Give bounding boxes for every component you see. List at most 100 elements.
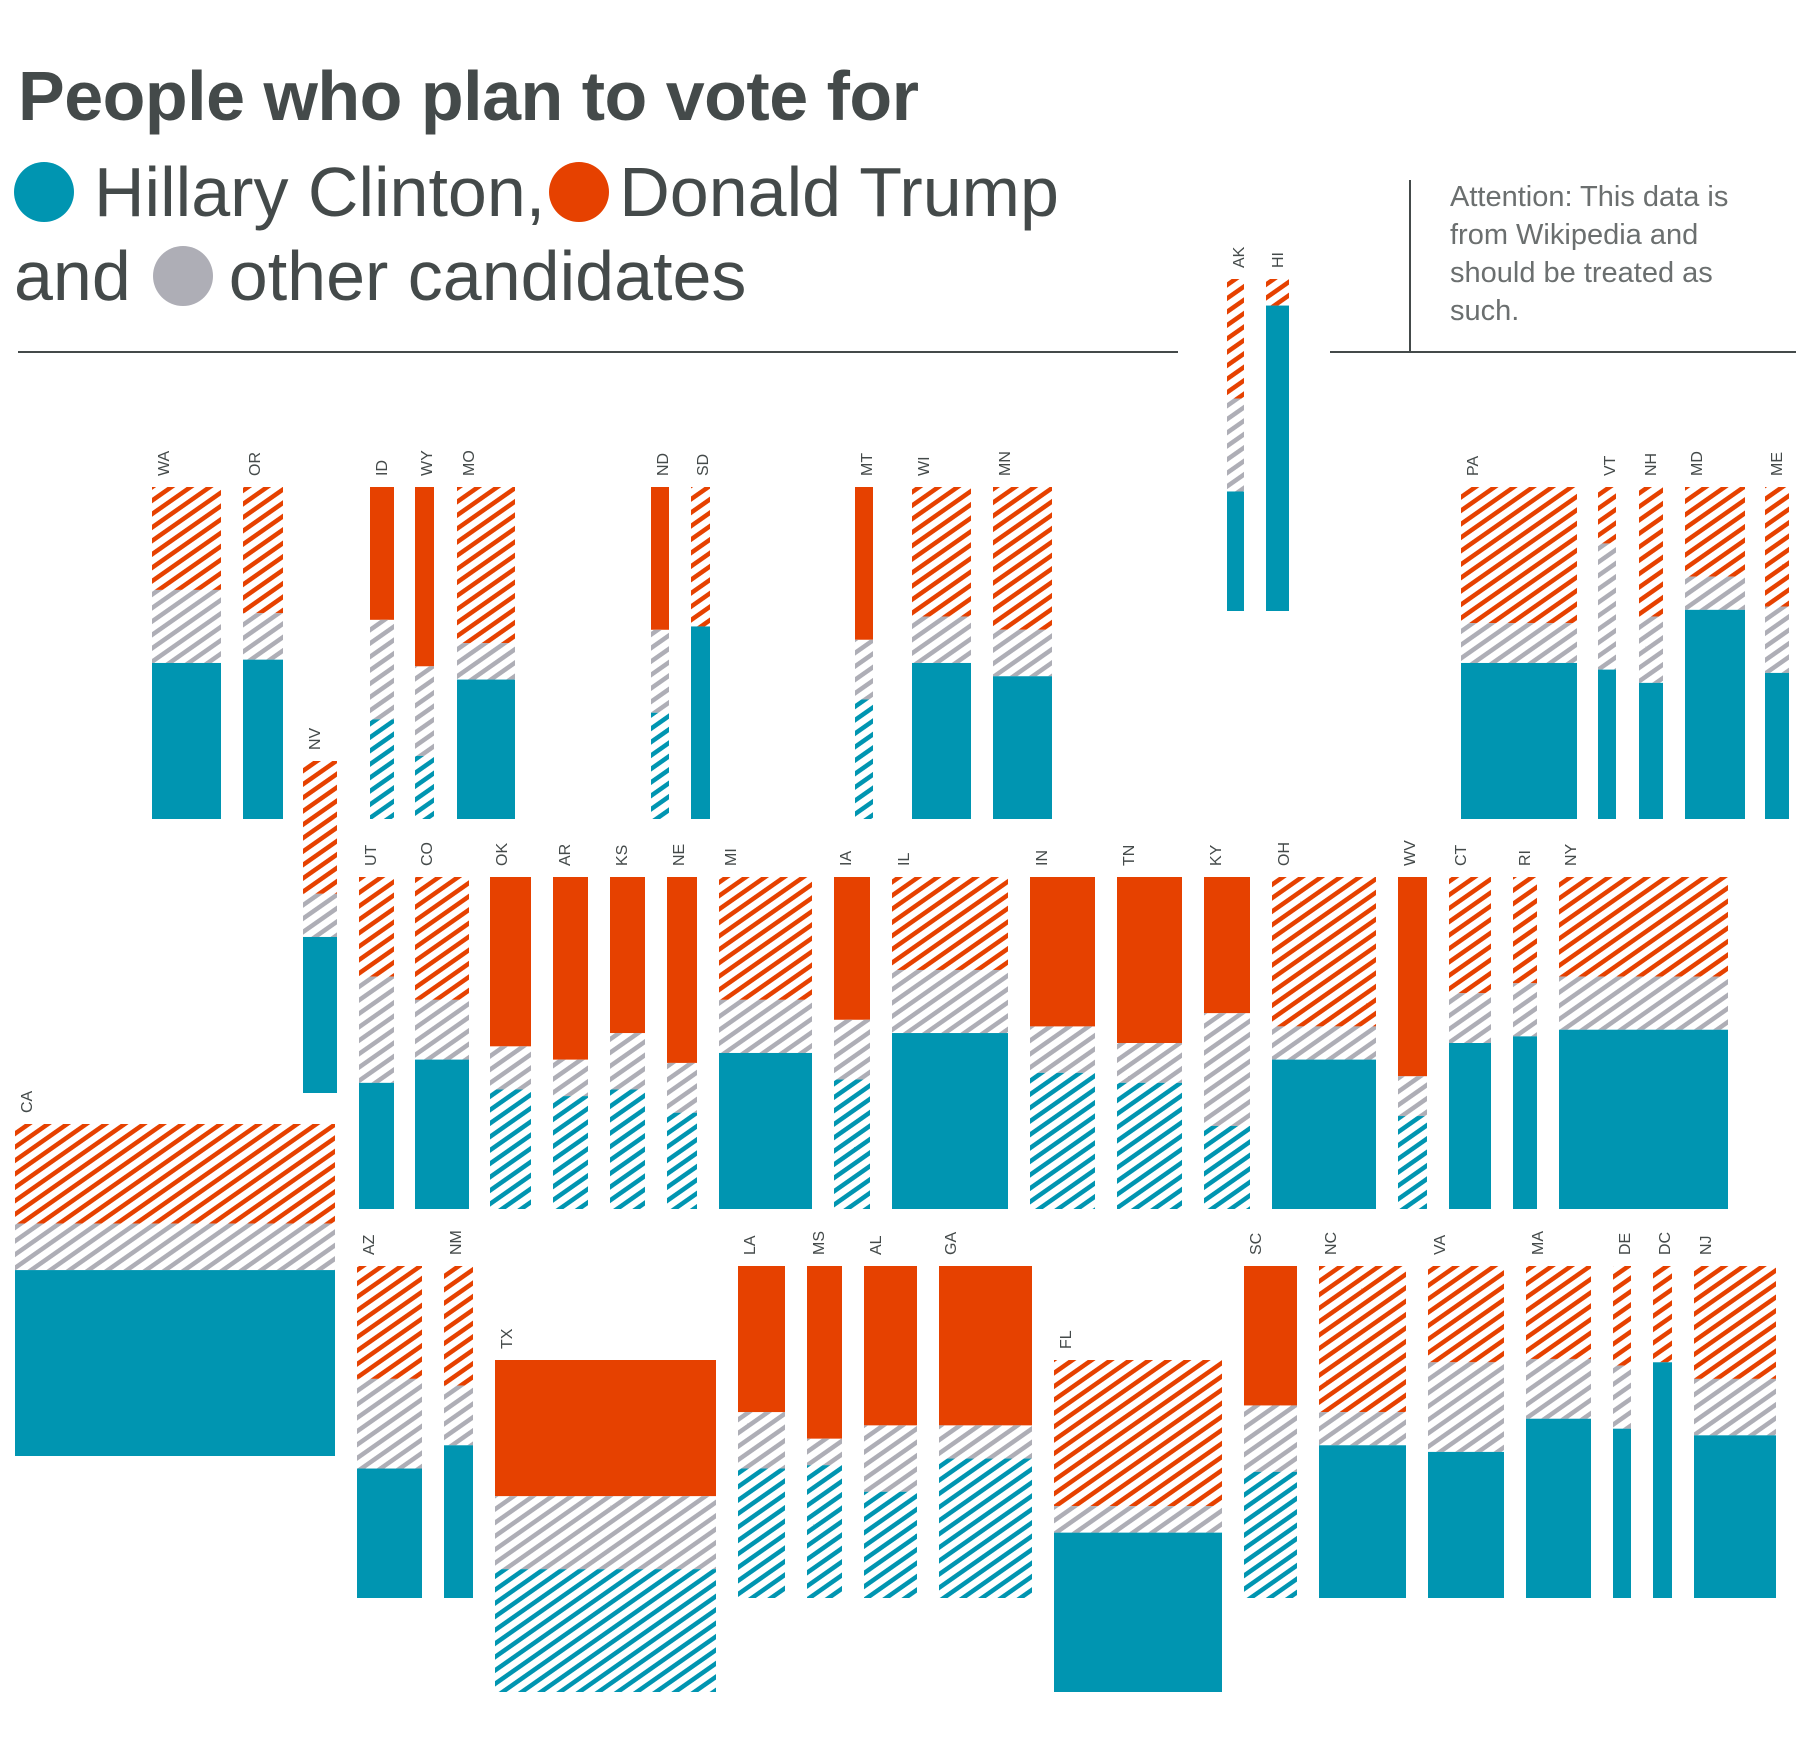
trump-segment (864, 1266, 917, 1426)
state-label: VA (1432, 1235, 1449, 1255)
state-label: OK (494, 843, 511, 866)
other-segment (1117, 1043, 1182, 1083)
clinton-segment (892, 1033, 1008, 1209)
state-bar-nd: ND (651, 453, 672, 819)
state-bar-az: AZ (357, 1234, 422, 1598)
state-label: NH (1643, 453, 1660, 476)
trump-segment (1117, 877, 1182, 1043)
state-bar-co: CO (415, 842, 469, 1209)
other-segment (1694, 1378, 1776, 1436)
other-segment (1244, 1405, 1297, 1472)
trump-segment (1054, 1360, 1222, 1507)
other-segment (939, 1425, 1032, 1459)
clinton-segment (912, 662, 971, 819)
header-rule-right (1330, 351, 1796, 353)
clinton-segment (834, 1079, 870, 1209)
trump-segment (370, 487, 394, 620)
clinton-segment (1513, 1036, 1537, 1209)
clinton-segment (855, 699, 873, 819)
other-segment (864, 1425, 917, 1492)
state-label: KY (1208, 844, 1225, 866)
state-bar-or: OR (243, 452, 283, 819)
other-segment (495, 1496, 716, 1570)
state-label: NV (307, 727, 324, 750)
state-label: CO (419, 842, 436, 866)
state-bar-ks: KS (610, 845, 645, 1209)
trump-segment (1598, 487, 1616, 544)
clinton-segment (1227, 491, 1244, 611)
trump-segment (1559, 877, 1728, 977)
clinton-segment (667, 1112, 697, 1209)
state-label: ME (1769, 452, 1786, 476)
state-bar-nc: NC (1319, 1232, 1406, 1598)
other-segment (807, 1438, 842, 1466)
trump-segment (912, 487, 971, 617)
state-label: HI (1270, 252, 1287, 268)
state-bar-nm: NM (444, 1230, 473, 1598)
state-label: NJ (1698, 1235, 1715, 1255)
clinton-segment (1613, 1428, 1631, 1598)
trump-segment (415, 487, 434, 667)
clinton-segment (1694, 1435, 1776, 1598)
other-segment (15, 1223, 335, 1271)
state-bar-ak: AK (1227, 246, 1248, 611)
state-bar-vt: VT (1598, 455, 1619, 819)
legend-dot-clinton (14, 162, 74, 222)
trump-segment (1227, 279, 1244, 399)
state-label: MD (1689, 451, 1706, 476)
trump-segment (495, 1360, 716, 1497)
legend-line-1: Hillary Clinton, Donald Trump (14, 150, 1059, 234)
state-label: TN (1121, 845, 1138, 866)
state-bar-nv: NV (303, 727, 337, 1093)
trump-segment (1449, 877, 1491, 994)
other-segment (357, 1378, 422, 1469)
state-bar-ms: MS (807, 1231, 842, 1598)
trump-segment (834, 877, 870, 1020)
other-segment (1685, 576, 1745, 610)
state-label: LA (742, 1235, 759, 1255)
other-segment (610, 1033, 645, 1090)
state-label: OR (247, 452, 264, 476)
trump-segment (243, 487, 283, 614)
other-segment (892, 969, 1008, 1034)
clinton-segment (415, 1059, 469, 1209)
state-label: AZ (361, 1234, 378, 1255)
clinton-segment (1398, 1116, 1427, 1209)
other-segment (1030, 1026, 1095, 1073)
state-bar-ar: AR (553, 844, 588, 1209)
state-label: WV (1402, 840, 1419, 866)
trump-segment (1244, 1266, 1297, 1406)
other-segment (359, 976, 394, 1083)
trump-segment (1694, 1266, 1776, 1379)
state-bar-va: VA (1428, 1235, 1504, 1598)
state-label: AR (557, 844, 574, 866)
legend-label-clinton: Hillary Clinton, (94, 153, 546, 231)
state-label: NY (1563, 843, 1580, 866)
state-bar-tn: TN (1117, 845, 1182, 1209)
state-label: VT (1602, 455, 1619, 476)
state-bar-ky: KY (1204, 844, 1250, 1209)
clinton-segment (152, 662, 221, 819)
clinton-segment (1319, 1445, 1406, 1598)
other-segment (415, 999, 469, 1060)
state-label: MS (811, 1231, 828, 1255)
state-bar-oh: OH (1272, 842, 1376, 1209)
other-segment (1598, 543, 1616, 670)
state-label: NM (448, 1230, 465, 1255)
clinton-segment (495, 1569, 716, 1692)
trump-segment (993, 487, 1052, 630)
state-bar-mo: MO (457, 450, 515, 819)
state-bar-ia: IA (834, 851, 870, 1209)
state-bar-mt: MT (855, 453, 876, 819)
state-bar-id: ID (370, 460, 394, 819)
trump-segment (152, 487, 221, 590)
header-rule-left (18, 351, 1178, 353)
trump-segment (1272, 877, 1376, 1027)
other-segment (1204, 1013, 1250, 1126)
clinton-segment (1765, 672, 1789, 819)
legend-line-2: and other candidates (14, 234, 746, 318)
other-segment (370, 619, 394, 720)
other-segment (243, 613, 283, 660)
state-label: MN (997, 451, 1014, 476)
state-bar-wa: WA (152, 450, 221, 819)
